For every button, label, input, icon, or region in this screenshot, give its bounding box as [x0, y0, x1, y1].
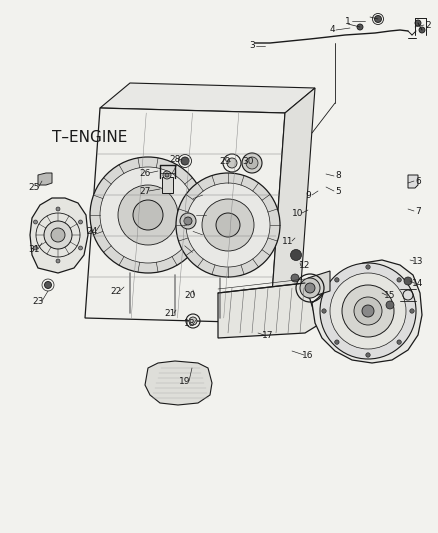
- Text: 31: 31: [28, 245, 40, 254]
- Circle shape: [189, 317, 197, 325]
- Text: 10: 10: [292, 208, 304, 217]
- Circle shape: [33, 220, 38, 224]
- Circle shape: [56, 207, 60, 211]
- Circle shape: [320, 263, 416, 359]
- Text: 9: 9: [305, 190, 311, 199]
- Text: 14: 14: [412, 279, 424, 287]
- Text: 25: 25: [28, 183, 40, 192]
- Text: T–ENGINE: T–ENGINE: [52, 131, 127, 146]
- Polygon shape: [312, 260, 422, 363]
- Circle shape: [78, 220, 82, 224]
- Circle shape: [180, 213, 196, 229]
- Polygon shape: [408, 175, 418, 188]
- Circle shape: [56, 259, 60, 263]
- Circle shape: [410, 309, 414, 313]
- Circle shape: [357, 24, 363, 30]
- Text: 27: 27: [139, 187, 151, 196]
- Polygon shape: [218, 283, 318, 338]
- Text: 3: 3: [249, 42, 255, 51]
- Bar: [162, 177, 173, 193]
- Circle shape: [419, 27, 425, 33]
- Text: 8: 8: [335, 172, 341, 181]
- Text: 21: 21: [164, 309, 176, 318]
- Text: 12: 12: [299, 262, 311, 271]
- Text: 6: 6: [415, 176, 421, 185]
- Circle shape: [133, 200, 163, 230]
- Circle shape: [118, 185, 178, 245]
- Circle shape: [404, 277, 412, 285]
- Circle shape: [181, 157, 189, 165]
- Circle shape: [415, 20, 421, 26]
- Circle shape: [354, 297, 382, 325]
- Text: 16: 16: [302, 351, 314, 359]
- Circle shape: [242, 153, 262, 173]
- Circle shape: [186, 183, 270, 267]
- Polygon shape: [85, 108, 285, 323]
- Polygon shape: [100, 83, 315, 113]
- Circle shape: [397, 340, 401, 344]
- Circle shape: [335, 340, 339, 344]
- Circle shape: [397, 278, 401, 282]
- Text: 23: 23: [32, 296, 44, 305]
- Text: 20: 20: [184, 290, 196, 300]
- Circle shape: [246, 157, 258, 169]
- Circle shape: [330, 273, 406, 349]
- Circle shape: [51, 228, 65, 242]
- Text: 30: 30: [242, 157, 254, 166]
- Polygon shape: [145, 361, 212, 405]
- Text: 28: 28: [170, 155, 181, 164]
- Circle shape: [386, 301, 394, 309]
- Circle shape: [45, 281, 52, 288]
- Polygon shape: [30, 198, 88, 273]
- Text: 15: 15: [384, 290, 396, 300]
- Polygon shape: [38, 173, 52, 185]
- Text: 26: 26: [139, 168, 151, 177]
- Circle shape: [90, 157, 206, 273]
- Circle shape: [100, 167, 196, 263]
- Circle shape: [33, 246, 38, 250]
- Text: 17: 17: [262, 330, 274, 340]
- Text: 1: 1: [345, 17, 351, 26]
- Circle shape: [78, 246, 82, 250]
- Text: 5: 5: [335, 187, 341, 196]
- Circle shape: [290, 249, 301, 261]
- Text: 18: 18: [184, 319, 196, 327]
- Text: 24: 24: [86, 227, 98, 236]
- Polygon shape: [308, 271, 330, 298]
- Circle shape: [163, 171, 171, 179]
- Text: 2: 2: [425, 20, 431, 29]
- Circle shape: [291, 274, 299, 282]
- Circle shape: [216, 213, 240, 237]
- Circle shape: [227, 158, 237, 168]
- Text: 4: 4: [329, 26, 335, 35]
- Text: 19: 19: [179, 376, 191, 385]
- Text: 13: 13: [412, 256, 424, 265]
- Circle shape: [44, 221, 72, 249]
- Polygon shape: [270, 88, 315, 323]
- Circle shape: [184, 217, 192, 225]
- Circle shape: [366, 353, 370, 357]
- Circle shape: [322, 309, 326, 313]
- Circle shape: [305, 283, 315, 293]
- Circle shape: [366, 265, 370, 269]
- Text: 7: 7: [415, 206, 421, 215]
- Circle shape: [335, 278, 339, 282]
- Text: 22: 22: [110, 287, 122, 295]
- Text: 29: 29: [219, 157, 231, 166]
- Circle shape: [374, 15, 381, 22]
- Circle shape: [362, 305, 374, 317]
- Circle shape: [342, 285, 394, 337]
- Circle shape: [176, 173, 280, 277]
- Circle shape: [202, 199, 254, 251]
- Text: 11: 11: [282, 237, 294, 246]
- Circle shape: [300, 278, 320, 298]
- Circle shape: [165, 173, 169, 177]
